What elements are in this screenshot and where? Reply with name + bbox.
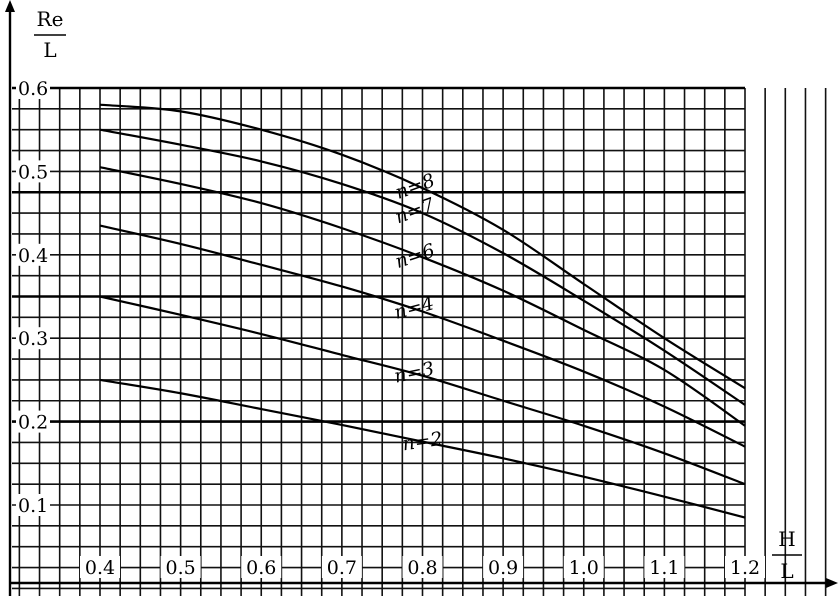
x-tick-label: 0.6 bbox=[246, 557, 276, 579]
y-tick-label: 0.6 bbox=[18, 78, 48, 100]
x-tick-label-background bbox=[160, 556, 201, 578]
y-tick-label-background bbox=[16, 410, 50, 433]
x-tick-label-background bbox=[402, 556, 443, 578]
x-tick-label-background bbox=[563, 556, 604, 578]
y-tick-label-background bbox=[16, 77, 50, 99]
x-tick-label-background bbox=[644, 556, 685, 578]
x-tick-label: 1.2 bbox=[730, 557, 760, 579]
x-tick-label: 0.5 bbox=[166, 557, 196, 579]
series-label-n-6: n=6 bbox=[393, 240, 438, 273]
y-tick-label-background bbox=[16, 243, 50, 266]
x-tick-label-background bbox=[725, 556, 765, 578]
y-tick-labels: 0.6 0.5 0.4 0.3 0.2 0.1 bbox=[16, 77, 50, 517]
x-tick-label-background bbox=[241, 556, 282, 578]
axes bbox=[5, 0, 838, 596]
series-line-n-6 bbox=[99, 166, 746, 427]
y-tick-label-background bbox=[16, 160, 50, 183]
series-labels: n=2n=3n=4n=6n=7n=8 bbox=[392, 169, 444, 455]
y-tick-label: 0.3 bbox=[18, 328, 48, 350]
y-tick-label: 0.1 bbox=[18, 495, 48, 517]
x-axis-title: H L bbox=[772, 527, 802, 583]
y-axis-arrow-icon bbox=[5, 0, 15, 12]
y-axis-title-denominator: L bbox=[43, 38, 56, 62]
x-tick-label: 1.0 bbox=[569, 557, 599, 579]
series-line-n-8 bbox=[99, 103, 746, 390]
series-label-n-2: n=2 bbox=[401, 428, 444, 455]
curves bbox=[99, 103, 746, 519]
x-tick-label: 0.7 bbox=[327, 557, 357, 579]
x-tick-label: 0.9 bbox=[488, 557, 518, 579]
x-tick-label: 0.4 bbox=[85, 557, 115, 579]
y-axis-title: Re L bbox=[34, 7, 66, 62]
x-tick-label: 0.8 bbox=[407, 557, 437, 579]
x-tick-label-background bbox=[321, 556, 362, 578]
y-tick-label: 0.5 bbox=[18, 161, 48, 183]
x-axis-title-numerator: H bbox=[778, 527, 795, 551]
y-tick-label-background bbox=[16, 494, 50, 516]
x-tick-labels: 0.4 0.5 0.6 0.7 0.8 0.9 1.0 1.1 1.2 bbox=[80, 556, 765, 579]
x-tick-label-background bbox=[483, 556, 524, 578]
series-label-n-3: n=3 bbox=[392, 358, 436, 388]
series-line-n-3 bbox=[99, 295, 746, 486]
y-axis-title-numerator: Re bbox=[37, 7, 64, 31]
y-tick-label-background bbox=[16, 327, 50, 350]
x-axis-title-denominator: L bbox=[780, 559, 793, 583]
x-axis-arrow-icon bbox=[826, 578, 838, 588]
y-tick-label: 0.2 bbox=[18, 412, 48, 434]
x-tick-label-background bbox=[80, 556, 120, 578]
series-line-n-4 bbox=[99, 224, 746, 448]
series-line-n-2 bbox=[99, 378, 746, 519]
series-line-n-7 bbox=[99, 128, 746, 406]
x-tick-label: 1.1 bbox=[649, 557, 679, 579]
y-tick-label: 0.4 bbox=[18, 245, 48, 267]
grid bbox=[12, 86, 827, 596]
